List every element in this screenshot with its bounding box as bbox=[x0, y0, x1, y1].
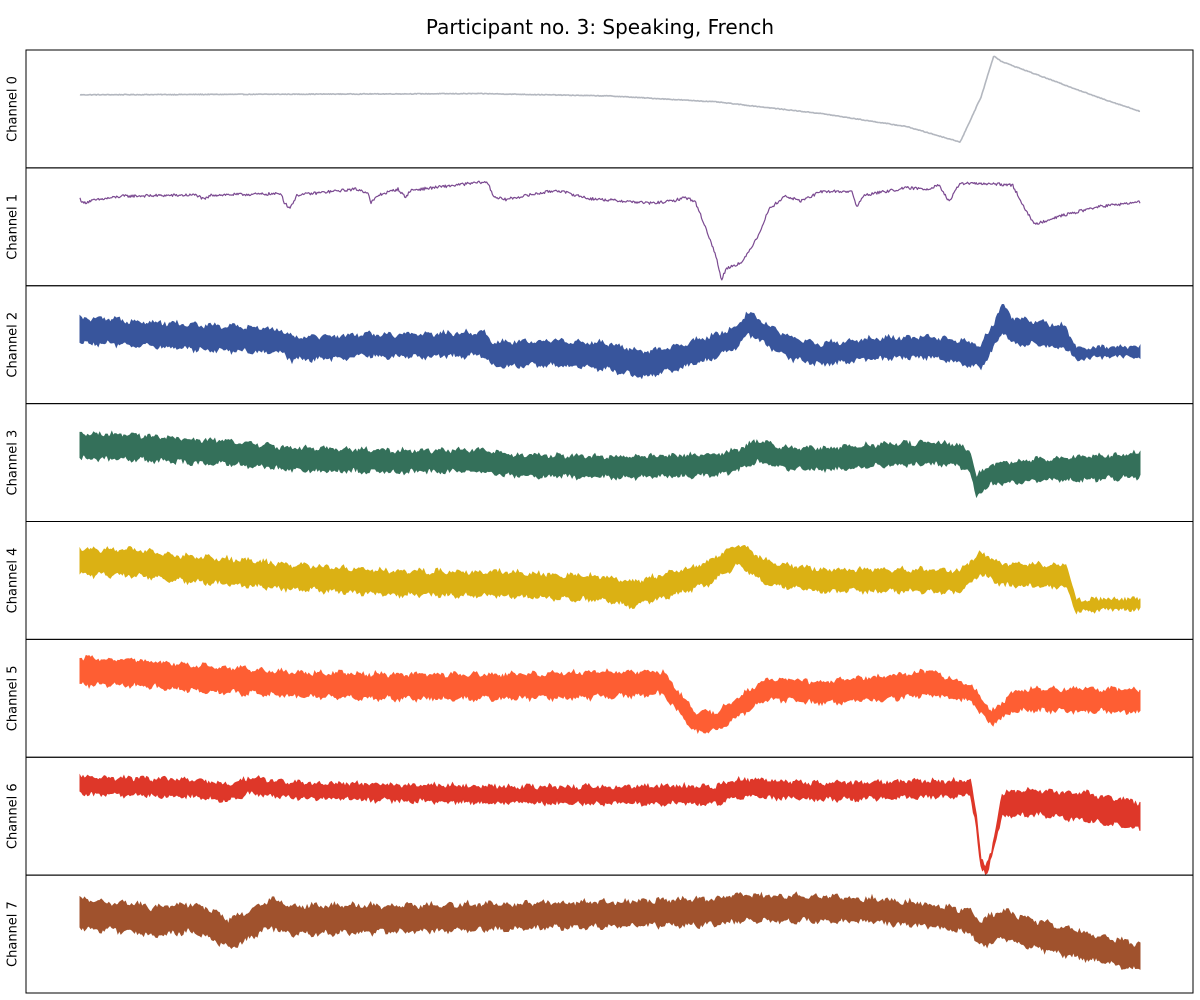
channel-2-panel: Channel 2 bbox=[6, 285, 1194, 405]
channel-2-signal bbox=[79, 303, 1141, 380]
channel-7-panel: Channel 7 bbox=[6, 874, 1194, 994]
channel-7-ylabel: Channel 7 bbox=[6, 901, 21, 967]
channel-3-signal bbox=[79, 430, 1141, 499]
channel-6-frame bbox=[25, 756, 1194, 876]
channel-7-signal bbox=[79, 891, 1141, 970]
channel-6-panel: Channel 6 bbox=[6, 756, 1194, 876]
channel-1-frame bbox=[25, 167, 1194, 287]
channel-7-frame bbox=[25, 874, 1194, 994]
channel-1-panel: Channel 1 bbox=[6, 167, 1194, 287]
channel-3-ylabel: Channel 3 bbox=[6, 430, 21, 496]
channel-1-signal bbox=[79, 180, 1141, 281]
channel-5-ylabel: Channel 5 bbox=[6, 665, 21, 731]
channel-4-signal bbox=[79, 544, 1141, 615]
channel-3-panel: Channel 3 bbox=[6, 403, 1194, 522]
channel-0-signal bbox=[79, 55, 1141, 143]
channel-0-panel: Channel 0 bbox=[6, 49, 1194, 169]
channel-4-panel: Channel 4 bbox=[6, 521, 1194, 640]
channel-5-panel: Channel 5 bbox=[6, 638, 1194, 758]
channel-5-signal bbox=[79, 654, 1141, 734]
channel-1-ylabel: Channel 1 bbox=[6, 194, 21, 260]
channel-0-ylabel: Channel 0 bbox=[6, 76, 21, 142]
channel-2-ylabel: Channel 2 bbox=[6, 312, 21, 378]
channel-6-signal bbox=[79, 773, 1141, 876]
channel-6-ylabel: Channel 6 bbox=[6, 783, 21, 849]
channel-4-ylabel: Channel 4 bbox=[6, 548, 21, 614]
chart-title: Participant no. 3: Speaking, French bbox=[425, 15, 775, 39]
